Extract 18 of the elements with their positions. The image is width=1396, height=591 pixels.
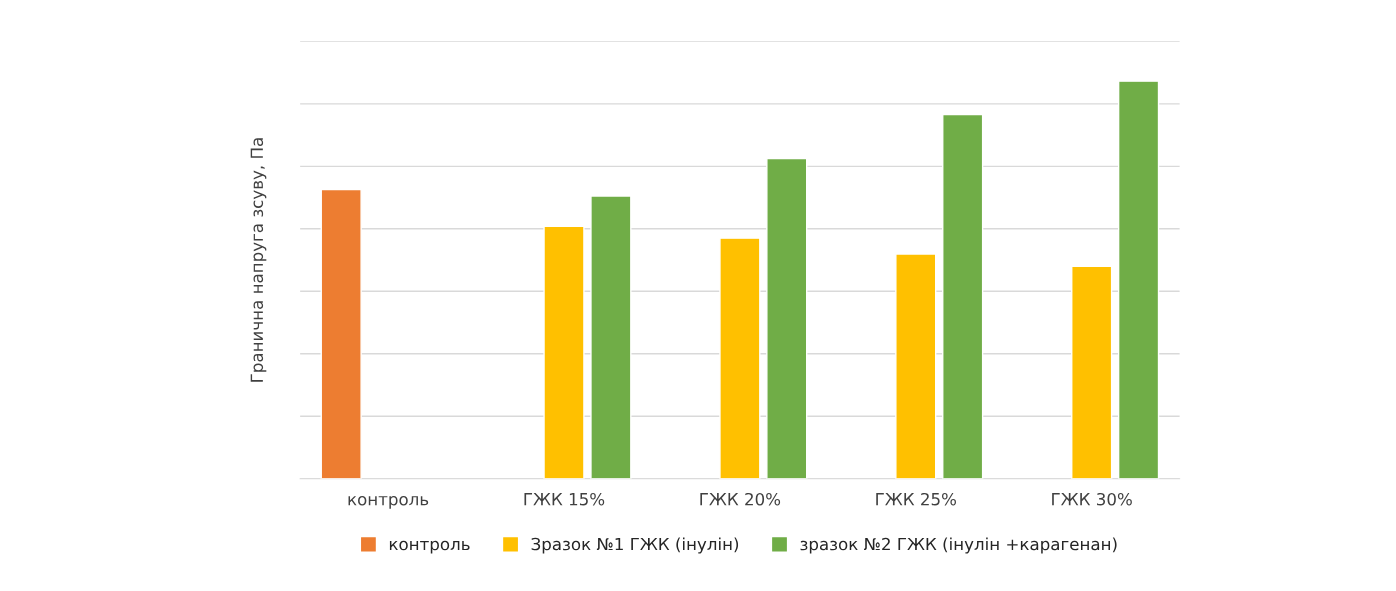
- bar: [1117, 80, 1160, 479]
- bar: [320, 188, 362, 479]
- bar: [895, 253, 937, 479]
- legend-label: контроль: [389, 540, 470, 554]
- x-tick-label: ГЖК 20%: [700, 492, 781, 506]
- legend-label: зразок №2 ГЖК (інулін +карагенан): [800, 537, 1117, 554]
- y-axis-title: Гранична напруга зсуву, Па: [250, 138, 267, 382]
- bar: [719, 237, 761, 479]
- x-tick-label: ГЖК 15%: [524, 492, 605, 506]
- x-tick-label: ГЖК 30%: [1052, 492, 1132, 506]
- bar: [766, 157, 808, 479]
- x-tick-label: контроль: [348, 495, 429, 509]
- legend-label: Зразок №1 ГЖК (інулін): [531, 537, 739, 554]
- bar: [942, 113, 984, 479]
- x-tick-label: ГЖК 25%: [876, 492, 956, 506]
- bar: [1071, 265, 1113, 479]
- bar: [543, 225, 585, 479]
- bar: [590, 195, 632, 479]
